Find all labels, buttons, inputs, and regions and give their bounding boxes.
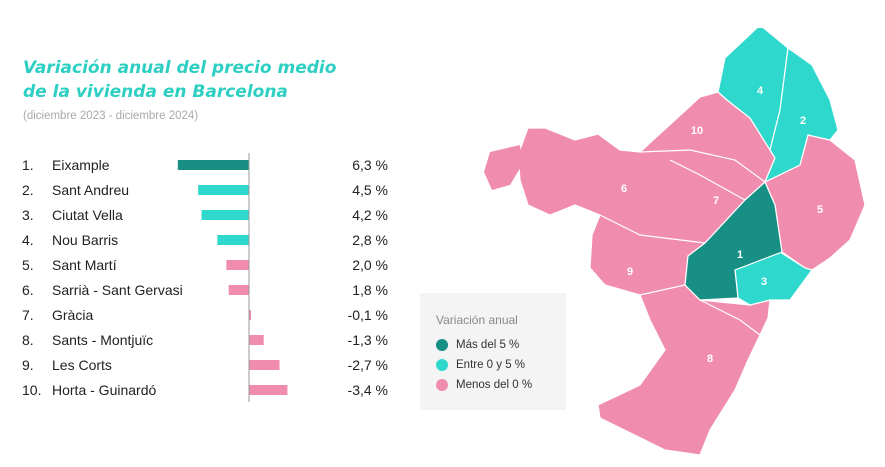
chart-title: Variación anual del precio medio de la v… [23, 56, 353, 104]
bar [249, 385, 288, 395]
row-district-name: Les Corts [52, 357, 112, 373]
district-3 [734, 251, 813, 306]
value-label: 2,8 % [352, 232, 388, 248]
bar [217, 235, 249, 245]
district-label: 2 [800, 115, 806, 127]
bar [198, 185, 249, 195]
value-label: 1,8 % [352, 282, 388, 298]
district-label: 8 [707, 353, 713, 365]
legend-label: Entre 0 y 5 % [456, 359, 526, 371]
row-rank: 10. [22, 382, 41, 398]
row-rank: 4. [22, 232, 34, 248]
legend-swatch [436, 379, 448, 391]
row-rank: 9. [22, 357, 34, 373]
district-label: 9 [627, 266, 633, 278]
value-label: -2,7 % [348, 357, 388, 373]
value-label: 4,2 % [352, 207, 388, 223]
value-label: -0,1 % [348, 307, 388, 323]
value-label: -1,3 % [348, 332, 388, 348]
district-label: 4 [757, 85, 764, 97]
bar [228, 285, 249, 295]
row-rank: 7. [22, 307, 34, 323]
row-rank: 3. [22, 207, 34, 223]
legend-title: Variación anual [436, 313, 518, 327]
district-label: 1 [737, 249, 743, 261]
chart-title-line-1: Variación anual del precio medio [23, 58, 337, 78]
row-district-name: Sants - Montjuïc [52, 332, 153, 348]
row-rank: 8. [22, 332, 34, 348]
legend-item-low: Menos del 0 % [436, 377, 532, 393]
district-label: 5 [817, 204, 823, 216]
row-rank: 6. [22, 282, 34, 298]
value-label: -3,4 % [348, 382, 388, 398]
value-label: 4,5 % [352, 182, 388, 198]
row-rank: 1. [22, 157, 34, 173]
district-1 [684, 180, 783, 301]
row-district-name: Sarrià - Sant Gervasi [52, 282, 183, 298]
row-rank: 2. [22, 182, 34, 198]
district-pink-islet [484, 145, 522, 190]
value-label: 6,3 % [352, 157, 388, 173]
legend-label: Menos del 0 % [456, 379, 533, 391]
bar [226, 260, 249, 270]
row-district-name: Eixample [52, 157, 110, 173]
district-borders [599, 149, 766, 336]
chart-title-line-2: de la vivienda en Barcelona [23, 82, 288, 102]
legend-label: Más del 5 % [456, 339, 520, 351]
bar [249, 360, 280, 370]
bar [201, 210, 249, 220]
bar [249, 310, 251, 320]
row-district-name: Sant Andreu [52, 182, 129, 198]
row-district-name: Horta - Guinardó [52, 382, 156, 398]
row-rank: 5. [22, 257, 34, 273]
district-label: 7 [713, 195, 719, 207]
bar-chart: 1. Eixample 6,3 % 2. Sant Andreu 4,5 % 3. Ciuta… [22, 153, 388, 402]
legend-item-mid: Entre 0 y 5 % [436, 357, 525, 373]
row-district-name: Nou Barris [52, 232, 118, 248]
map-legend: Variación anual Más del 5 % Entre 0 y 5 … [420, 293, 566, 410]
legend-swatch [436, 339, 448, 351]
row-district-name: Ciutat Vella [52, 207, 123, 223]
district-map: 1 2 3 4 5 6 7 8 9 10 [484, 28, 866, 456]
chart-subtitle: (diciembre 2023 - diciembre 2024) [23, 110, 199, 122]
district-label: 6 [621, 183, 627, 195]
bar [177, 160, 249, 170]
value-label: 2,0 % [352, 257, 388, 273]
row-district-name: Sant Martí [52, 257, 117, 273]
row-district-name: Gràcia [52, 307, 93, 323]
district-2 [763, 46, 839, 184]
bar [249, 335, 264, 345]
legend-item-high: Más del 5 % [436, 337, 519, 353]
legend-swatch [436, 359, 448, 371]
district-label: 10 [691, 125, 703, 137]
district-label: 3 [761, 276, 767, 288]
